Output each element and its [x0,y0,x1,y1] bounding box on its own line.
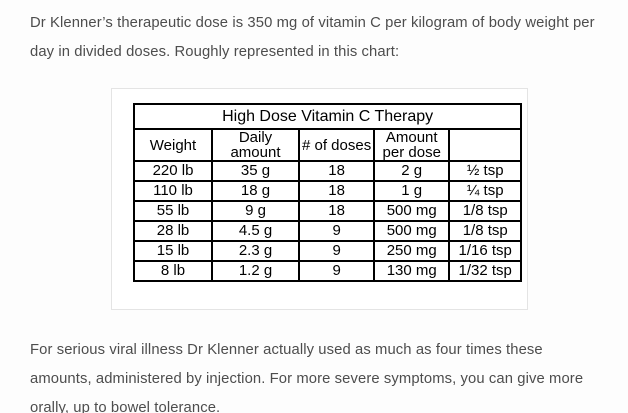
table-image-frame: High Dose Vitamin C Therapy Weight Daily… [111,88,528,310]
cell-num-doses: 9 [297,240,376,262]
column-header-num-doses: # of doses [297,128,376,162]
cell-daily-amount: 35 g [211,160,300,182]
table-title-row: High Dose Vitamin C Therapy [132,103,523,130]
vitamin-c-dose-table: High Dose Vitamin C Therapy Weight Daily… [132,103,523,282]
cell-tsp: ¼ tsp [448,180,523,202]
cell-amount-per-dose: 250 mg [373,240,451,262]
cell-amount-per-dose: 130 mg [373,260,451,282]
cell-tsp: 1/8 tsp [448,220,523,242]
cell-daily-amount: 18 g [211,180,300,202]
cell-weight: 220 lb [133,160,213,182]
cell-weight: 28 lb [133,220,213,242]
cell-tsp: 1/16 tsp [448,240,523,262]
intro-paragraph: Dr Klenner’s therapeutic dose is 350 mg … [30,15,595,60]
table-row: 8 lb 1.2 g 9 130 mg 1/32 tsp [133,260,523,282]
cell-weight: 110 lb [133,180,213,202]
table-header-row: Weight Daily amount # of doses Amount pe… [133,128,523,162]
cell-num-doses: 18 [297,180,376,202]
cell-tsp: 1/8 tsp [448,200,523,222]
table-row: 110 lb 18 g 18 1 g ¼ tsp [133,180,523,202]
table-row: 220 lb 35 g 18 2 g ½ tsp [133,160,523,182]
cell-tsp: ½ tsp [448,160,523,182]
cell-num-doses: 18 [297,160,376,182]
column-header-amount-per-dose: Amount per dose [373,128,451,162]
table-title: High Dose Vitamin C Therapy [132,103,523,130]
cell-weight: 55 lb [133,200,213,222]
cell-daily-amount: 1.2 g [211,260,300,282]
cell-num-doses: 9 [297,260,376,282]
cell-num-doses: 9 [297,220,376,242]
column-header-weight: Weight [133,128,213,162]
table-row: 28 lb 4.5 g 9 500 mg 1/8 tsp [133,220,523,242]
column-header-tsp [448,128,523,162]
cell-amount-per-dose: 1 g [373,180,451,202]
cell-daily-amount: 4.5 g [211,220,300,242]
table-row: 55 lb 9 g 18 500 mg 1/8 tsp [133,200,523,222]
cell-num-doses: 18 [297,200,376,222]
cell-tsp: 1/32 tsp [448,260,523,282]
cell-amount-per-dose: 500 mg [373,200,451,222]
cell-amount-per-dose: 2 g [373,160,451,182]
outro-paragraph: For serious viral illness Dr Klenner act… [30,342,584,413]
cell-weight: 8 lb [133,260,213,282]
cell-weight: 15 lb [133,240,213,262]
cell-daily-amount: 2.3 g [211,240,300,262]
cell-amount-per-dose: 500 mg [373,220,451,242]
column-header-daily-amount: Daily amount [211,128,300,162]
cell-daily-amount: 9 g [211,200,300,222]
table-row: 15 lb 2.3 g 9 250 mg 1/16 tsp [133,240,523,262]
